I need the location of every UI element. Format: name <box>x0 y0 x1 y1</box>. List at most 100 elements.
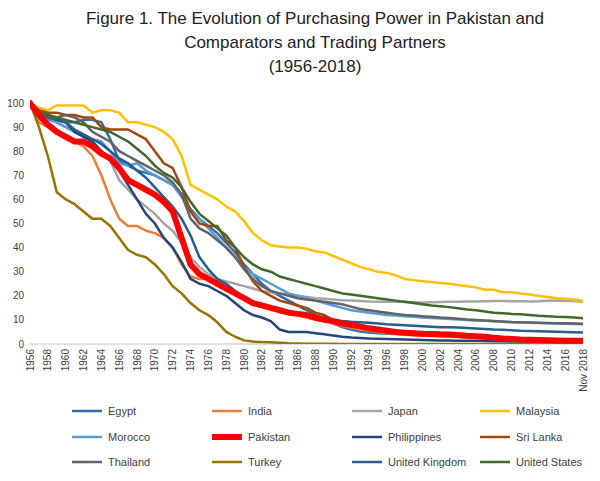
legend-swatch <box>72 410 102 413</box>
chart: Figure 1. The Evolution of Purchasing Po… <box>0 0 600 481</box>
x-tick-label: 2014 <box>542 349 553 372</box>
x-tick-label: 1966 <box>114 349 125 372</box>
series-line <box>30 103 583 341</box>
legend-swatch <box>212 461 242 464</box>
y-tick-label: 0 <box>18 339 24 350</box>
legend-swatch <box>480 461 510 464</box>
legend-label: Malaysia <box>516 405 560 417</box>
y-tick-label: 80 <box>13 146 25 157</box>
legend-item: Egypt <box>72 405 136 417</box>
legend-swatch <box>72 436 102 439</box>
y-tick-label: 40 <box>13 242 25 253</box>
legend-swatch <box>212 434 242 440</box>
legend-item: United States <box>480 456 583 468</box>
x-tick-label: 1986 <box>292 349 303 372</box>
y-tick <box>27 199 30 200</box>
y-tick-label: 100 <box>7 98 24 109</box>
legend-item: Sri Lanka <box>480 431 563 443</box>
legend-label: Thailand <box>108 456 150 468</box>
x-tick-label: 1996 <box>381 349 392 372</box>
x-tick-label: 2006 <box>470 349 481 372</box>
legend-label: Philippines <box>388 431 442 443</box>
y-tick <box>27 175 30 176</box>
x-tick-label: 1994 <box>363 349 374 372</box>
y-tick <box>27 223 30 224</box>
x-tick-label: 1992 <box>346 349 357 372</box>
y-tick <box>27 103 30 104</box>
legend-item: Morocco <box>72 431 150 443</box>
legend-item: Malaysia <box>480 405 560 417</box>
x-tick-label: 1978 <box>221 349 232 372</box>
series-line <box>30 103 583 332</box>
y-tick <box>27 247 30 248</box>
y-tick-label: 10 <box>13 314 25 325</box>
x-tick-label: 1998 <box>399 349 410 372</box>
y-tick <box>27 151 30 152</box>
y-tick-label: 90 <box>13 122 25 133</box>
x-tick-label: 2002 <box>435 349 446 372</box>
x-tick-label: 1980 <box>239 349 250 372</box>
y-tick <box>27 271 30 272</box>
x-tick-label: 1974 <box>185 349 196 372</box>
x-tick-label: 1990 <box>328 349 339 372</box>
legend-label: Morocco <box>108 431 150 443</box>
y-tick-label: 60 <box>13 194 25 205</box>
legend-swatch <box>480 410 510 413</box>
legend-swatch <box>72 461 102 464</box>
legend-label: Pakistan <box>248 431 290 443</box>
x-tick-label: 1984 <box>274 349 285 372</box>
plot-area <box>30 103 583 344</box>
series-line <box>30 103 583 324</box>
x-tick-label: 1970 <box>149 349 160 372</box>
background <box>0 0 600 481</box>
series-line <box>30 103 583 344</box>
legend-label: United Kingdom <box>388 456 466 468</box>
y-tick-label: 70 <box>13 170 25 181</box>
legend-swatch <box>212 410 242 413</box>
x-tick-label: 2012 <box>524 349 535 372</box>
y-tick <box>27 319 30 320</box>
legend-item: Pakistan <box>212 431 290 443</box>
series-line <box>30 103 583 342</box>
x-tick-label: 2016 <box>560 349 571 372</box>
legend-item: United Kingdom <box>352 456 466 468</box>
legend-swatch <box>352 436 382 439</box>
y-tick <box>27 295 30 296</box>
legend-label: United States <box>516 456 583 468</box>
y-tick <box>27 344 30 345</box>
x-tick-label: 1982 <box>256 349 267 372</box>
y-tick-label: 20 <box>13 290 25 301</box>
legend-label: Japan <box>388 405 418 417</box>
series-line <box>30 103 583 342</box>
title: Figure 1. The Evolution of Purchasing Po… <box>86 9 544 52</box>
legend-item: Japan <box>352 405 418 417</box>
legend-item: India <box>212 405 273 417</box>
x-tick-label: Nov 2018 <box>578 349 589 392</box>
legend-swatch <box>352 461 382 464</box>
x-tick-label: 2010 <box>506 349 517 372</box>
x-tick-label: 2008 <box>488 349 499 372</box>
legend-label: Turkey <box>248 456 282 468</box>
legend-swatch <box>480 436 510 439</box>
x-tick-label: 2004 <box>453 349 464 372</box>
legend-swatch <box>352 410 382 413</box>
x-tick-label: 1960 <box>60 349 71 372</box>
x-tick-label: 1964 <box>96 349 107 372</box>
subtitle: (1956-2018) <box>269 57 362 76</box>
x-tick-label: 1968 <box>132 349 143 372</box>
y-tick-label: 30 <box>13 266 25 277</box>
series-line <box>30 103 583 341</box>
series-line <box>30 103 583 341</box>
legend-label: India <box>248 405 273 417</box>
series-line <box>30 103 583 324</box>
series-line <box>30 103 583 318</box>
y-tick-label: 50 <box>13 218 25 229</box>
y-tick <box>27 127 30 128</box>
legend-item: Philippines <box>352 431 442 443</box>
x-tick-label: 1962 <box>78 349 89 372</box>
x-tick-label: 1958 <box>42 349 53 372</box>
x-tick-label: 1972 <box>167 349 178 372</box>
x-tick-label: 1976 <box>203 349 214 372</box>
x-tick-label: 2000 <box>417 349 428 372</box>
legend-label: Sri Lanka <box>516 431 563 443</box>
